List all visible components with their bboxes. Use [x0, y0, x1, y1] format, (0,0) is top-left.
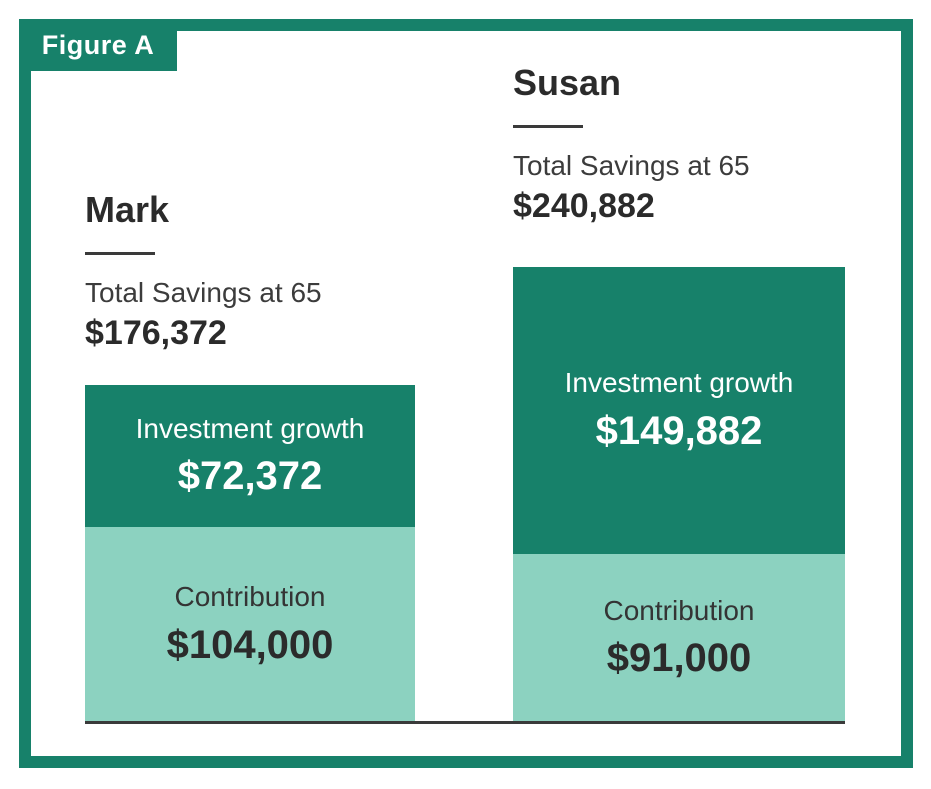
figure-border — [19, 19, 913, 768]
contribution-segment-susan: Contribution $91,000 — [513, 554, 845, 722]
mark-header: Mark Total Savings at 65 $176,372 — [85, 190, 322, 353]
contribution-value-mark: $104,000 — [166, 622, 334, 667]
investment-growth-value-mark: $72,372 — [177, 454, 323, 499]
investment-growth-segment-susan: Investment growth $149,882 — [513, 267, 845, 554]
chart-baseline — [85, 721, 845, 724]
total-savings-value-susan: $240,882 — [513, 187, 655, 226]
savings-bar-mark: Investment growth $72,372 Contribution $… — [85, 385, 415, 722]
savings-bar-susan: Investment growth $149,882 Contribution … — [513, 267, 845, 722]
contribution-label-mark: Contribution — [174, 581, 326, 613]
name-underline-susan — [513, 124, 583, 128]
investment-growth-value-susan: $149,882 — [595, 408, 763, 453]
investment-growth-label-susan: Investment growth — [564, 367, 794, 399]
total-savings-label-susan: Total Savings at 65 — [513, 149, 750, 181]
contribution-label-susan: Contribution — [603, 594, 755, 626]
person-name-susan: Susan — [513, 62, 622, 103]
total-savings-value-mark: $176,372 — [85, 314, 227, 353]
figure-label: Figure A — [41, 29, 155, 60]
person-name-mark: Mark — [85, 189, 170, 230]
investment-growth-label-mark: Investment growth — [135, 412, 365, 444]
contribution-value-susan: $91,000 — [606, 636, 752, 681]
investment-growth-segment-mark: Investment growth $72,372 — [85, 385, 415, 527]
figure-label-badge: Figure A — [19, 19, 177, 71]
name-underline-mark — [85, 251, 155, 255]
total-savings-label-mark: Total Savings at 65 — [85, 276, 322, 308]
susan-header: Susan Total Savings at 65 $240,882 — [513, 63, 750, 226]
contribution-segment-mark: Contribution $104,000 — [85, 527, 415, 722]
